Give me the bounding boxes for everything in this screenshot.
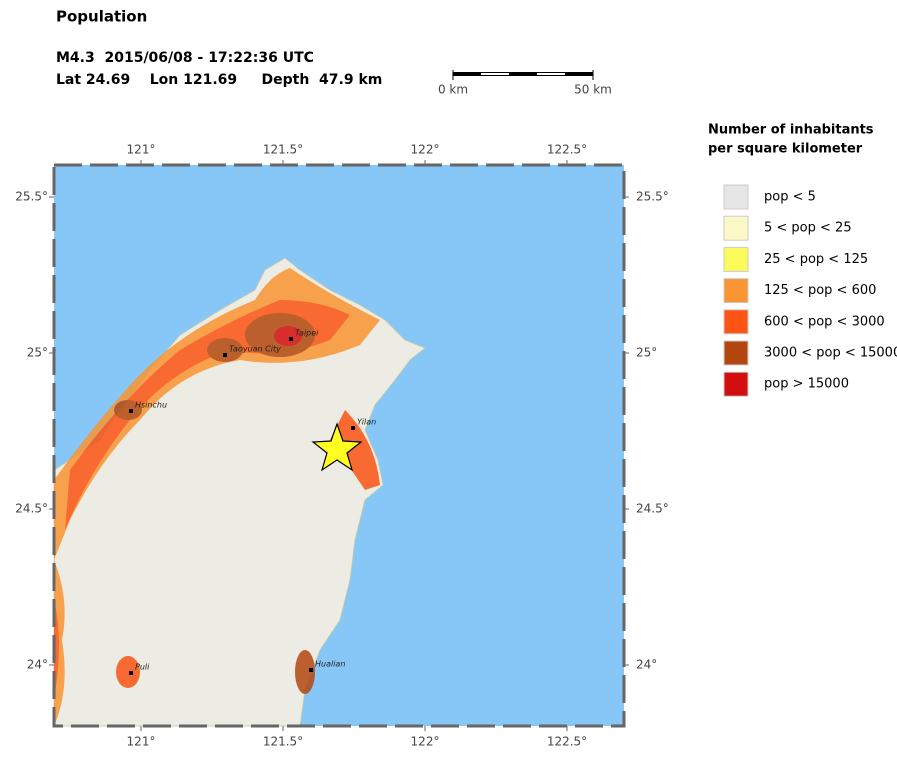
city-marker [289,337,293,341]
city-marker [129,671,133,675]
map-frame [52,163,626,728]
map [53,165,624,727]
y-tick-label: 24.5° [636,502,669,516]
y-tick-label: 25.5° [15,190,48,204]
city-label: Hsinchu [135,401,167,410]
y-tick-label: 24° [636,658,657,672]
location-info: Lat 24.69 Lon 121.69 Depth 47.9 km [56,72,382,88]
y-tick-label: 25.5° [636,190,669,204]
legend-swatch [723,278,749,304]
scale-bar [452,70,594,80]
legend-swatch [723,246,749,272]
x-tick-label: 122.5° [547,735,587,749]
legend-label: 3000 < pop < 15000 [764,346,897,361]
city-label: Puli [135,663,150,672]
legend-title: per square kilometer [708,142,863,157]
city-label: Hualian [315,660,345,669]
x-tick-label: 121° [127,143,156,157]
x-tick-label: 121.5° [263,143,303,157]
legend-title: Number of inhabitants [708,123,874,138]
x-tick-label: 122° [411,735,440,749]
legend-label: 25 < pop < 125 [764,252,868,267]
legend-swatch [723,184,749,210]
legend-swatch [723,215,749,241]
legend-label: pop < 5 [764,190,816,205]
legend-label: 125 < pop < 600 [764,283,876,298]
city-marker [129,409,133,413]
y-tick-label: 25° [636,346,657,360]
event-info: M4.3 2015/06/08 - 17:22:36 UTC [56,50,314,66]
legend-label: pop > 15000 [764,377,849,392]
legend-label: 600 < pop < 3000 [764,314,885,329]
y-tick-label: 24.5° [15,502,48,516]
legend-swatch [723,340,749,366]
legend-swatch [723,371,749,397]
x-tick-label: 122.5° [547,143,587,157]
y-tick-label: 25° [27,346,48,360]
y-tick-label: 24° [27,658,48,672]
scale-label: 0 km [438,83,468,97]
city-label: Taipei [295,329,319,338]
city-marker [223,353,227,357]
x-tick-label: 121.5° [263,735,303,749]
city-label: Taoyuan City [229,345,281,354]
city-marker [309,668,313,672]
city-label: Yilan [357,418,376,427]
x-tick-label: 122° [411,143,440,157]
legend-label: 5 < pop < 25 [764,221,852,236]
scale-label: 50 km [574,83,612,97]
legend-swatch [723,309,749,335]
x-tick-label: 121° [127,735,156,749]
city-marker [351,426,355,430]
title: Population [56,8,147,26]
